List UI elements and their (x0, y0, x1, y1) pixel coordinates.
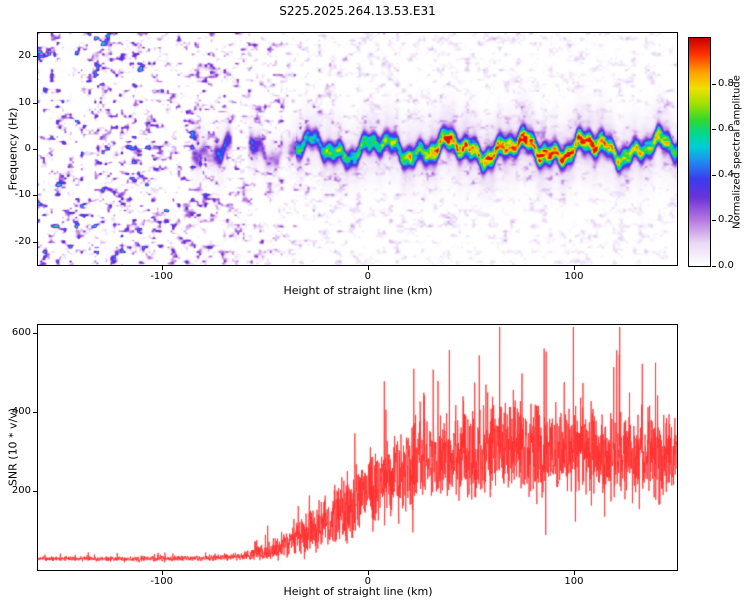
snr-x-axis-label: Height of straight line (km) (283, 585, 433, 598)
x-tick-label: -100 (150, 271, 174, 282)
y-tick-label: -10 (14, 189, 31, 201)
tick-mark (573, 266, 575, 270)
colorbar-tick-label: 0.0 (718, 260, 734, 271)
y-tick-label: -20 (14, 235, 31, 247)
colorbar-gradient (688, 37, 711, 267)
x-tick-label: 100 (564, 271, 584, 282)
colorbar-label: Normalized spectral amplitude (731, 75, 743, 229)
spectrogram-y-axis-label: Frequency (Hz) (6, 107, 20, 191)
x-tick-label: 0 (364, 271, 371, 282)
tick-mark (33, 102, 37, 104)
spectrogram-heatmap-canvas (38, 33, 677, 265)
tick-mark (33, 332, 37, 334)
tick-mark (712, 266, 716, 267)
colorbar-tick-label: 0.6 (718, 123, 734, 135)
snr-line-canvas (38, 325, 677, 570)
figure-title: S225.2025.264.13.53.E31 (279, 4, 436, 18)
tick-mark (712, 83, 716, 85)
tick-mark (33, 149, 37, 150)
y-tick-label: 400 (11, 405, 31, 417)
y-tick-label: 600 (11, 326, 31, 338)
spectrogram-panel (37, 32, 678, 266)
x-tick-label: -100 (150, 576, 174, 587)
tick-mark (33, 195, 37, 197)
tick-mark (712, 129, 716, 131)
y-tick-label: 20 (18, 50, 31, 62)
y-tick-label: 10 (18, 96, 31, 108)
colorbar-tick-label: 0.4 (718, 168, 734, 180)
colorbar-tick-label: 0.2 (718, 214, 734, 226)
snr-y-axis-label: SNR (10 * v/v) (6, 407, 20, 487)
tick-mark (367, 571, 369, 575)
tick-mark (33, 411, 37, 413)
tick-mark (712, 220, 716, 222)
tick-mark (161, 266, 163, 270)
spectrogram-x-axis-label: Height of straight line (km) (283, 284, 433, 297)
colorbar-tick-label: 0.8 (718, 77, 734, 89)
tick-mark (161, 571, 163, 575)
tick-mark (573, 571, 575, 575)
y-tick-label: 0 (24, 143, 31, 154)
tick-mark (33, 56, 37, 58)
snr-panel (37, 324, 678, 571)
x-tick-label: 0 (364, 576, 371, 587)
tick-mark (367, 266, 369, 270)
x-tick-label: 100 (564, 576, 584, 587)
tick-mark (712, 174, 716, 176)
tick-mark (33, 490, 37, 492)
tick-mark (33, 241, 37, 243)
y-tick-label: 200 (11, 484, 31, 496)
